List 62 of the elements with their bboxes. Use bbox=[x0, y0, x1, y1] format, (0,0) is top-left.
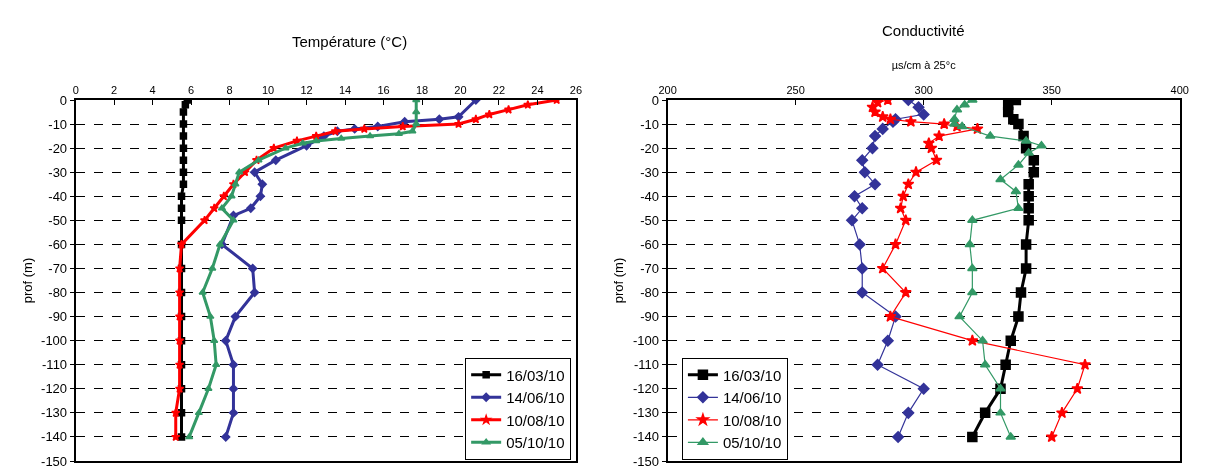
y-tick-label: -30 bbox=[48, 164, 68, 180]
y-tick-label: -80 bbox=[48, 285, 68, 301]
y-tick-label: -150 bbox=[41, 453, 68, 469]
y-tick-label: -130 bbox=[632, 405, 660, 421]
x-tick-label: 300 bbox=[914, 83, 933, 96]
x-tick-label: 8 bbox=[226, 83, 233, 96]
x-tick-label: 12 bbox=[300, 83, 313, 96]
legend-label: 14/06/10 bbox=[722, 389, 782, 407]
y-axis-title: prof (m) bbox=[19, 257, 35, 304]
y-tick-label: -100 bbox=[41, 333, 68, 349]
y-tick-label: -130 bbox=[41, 405, 68, 421]
y-axis-title: prof (m) bbox=[611, 257, 627, 304]
y-tick-label: -120 bbox=[41, 381, 68, 397]
chart-title: Température (°C) bbox=[292, 33, 408, 50]
y-tick-label: -40 bbox=[640, 188, 660, 204]
x-tick-label: 10 bbox=[261, 83, 275, 96]
x-tick-label: 250 bbox=[786, 83, 805, 96]
y-tick-label: -70 bbox=[640, 261, 660, 277]
y-tick-label: -140 bbox=[41, 429, 68, 445]
y-tick-label: -10 bbox=[48, 116, 68, 132]
y-tick-label: -20 bbox=[640, 140, 660, 156]
x-tick-label: 200 bbox=[658, 83, 677, 96]
y-tick-label: -10 bbox=[640, 116, 660, 132]
legend-label: 16/03/10 bbox=[506, 366, 565, 384]
y-tick-label: -90 bbox=[48, 309, 68, 325]
y-tick-label: -40 bbox=[48, 188, 68, 204]
y-tick-label: -110 bbox=[42, 357, 68, 373]
y-tick-label: -120 bbox=[632, 381, 660, 397]
x-axis-title: µs/cm à 25°c bbox=[891, 58, 957, 71]
y-tick-label: -100 bbox=[632, 333, 660, 349]
y-tick-label: -140 bbox=[632, 429, 660, 445]
x-tick-label: 26 bbox=[569, 83, 583, 96]
x-tick-label: 350 bbox=[1042, 83, 1061, 96]
y-tick-label: -80 bbox=[640, 285, 660, 301]
legend-label: 10/08/10 bbox=[506, 411, 565, 429]
x-tick-label: 20 bbox=[454, 83, 467, 96]
y-tick-label: -90 bbox=[640, 309, 660, 325]
legend-label: 16/03/10 bbox=[722, 366, 782, 384]
y-tick-label: -150 bbox=[632, 453, 660, 469]
y-tick-label: -60 bbox=[48, 236, 68, 252]
x-tick-label: 14 bbox=[338, 83, 352, 96]
x-tick-label: 400 bbox=[1170, 83, 1189, 96]
legend-label: 05/10/10 bbox=[722, 434, 782, 452]
x-tick-label: 2 bbox=[111, 83, 118, 96]
y-tick-label: -50 bbox=[48, 212, 68, 228]
x-tick-label: 16 bbox=[377, 83, 390, 96]
y-tick-label: -110 bbox=[633, 357, 660, 373]
legend-label: 05/10/10 bbox=[506, 434, 565, 452]
x-tick-label: 24 bbox=[531, 83, 544, 96]
x-tick-label: 4 bbox=[149, 83, 156, 96]
chart-title: Conductivité bbox=[882, 22, 965, 39]
x-tick-label: 22 bbox=[492, 83, 506, 96]
x-tick-label: 6 bbox=[188, 83, 195, 96]
legend-label: 10/08/10 bbox=[722, 411, 782, 429]
y-tick-label: -20 bbox=[48, 140, 68, 156]
y-tick-label: -30 bbox=[640, 164, 660, 180]
x-tick-label: 0 bbox=[72, 83, 79, 96]
y-tick-label: -70 bbox=[48, 261, 68, 277]
x-tick-label: 18 bbox=[415, 83, 429, 96]
y-tick-label: -50 bbox=[640, 212, 660, 228]
y-tick-label: -60 bbox=[640, 236, 660, 252]
legend-label: 14/06/10 bbox=[506, 389, 565, 407]
